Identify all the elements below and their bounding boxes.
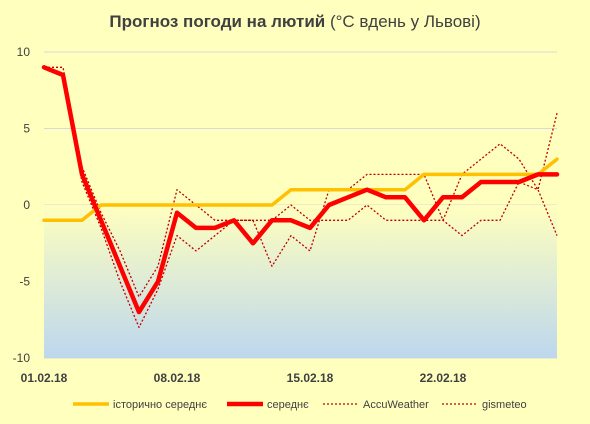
x-tick-label: 15.02.18 <box>287 371 334 385</box>
series-line-1 <box>41 65 560 315</box>
x-tick-label: 08.02.18 <box>154 371 201 385</box>
y-tick-label: -5 <box>19 275 30 289</box>
x-tick-label: 22.02.18 <box>420 371 467 385</box>
series-line-0 <box>42 157 559 223</box>
legend-item: AccuWeather <box>323 399 429 411</box>
axis-layer: -10 -5 0 5 10 01.02.18 08.02.18 15.02.18 22.02.1… <box>13 45 467 385</box>
legend-item: gismeteo <box>442 399 527 411</box>
band-layer <box>44 205 557 358</box>
chart-title-unit: (°С вдень у Львові) <box>325 12 481 31</box>
y-tick-label: -10 <box>13 351 31 365</box>
legend-label: gismeteo <box>482 399 527 411</box>
y-tick-label: 10 <box>17 45 31 59</box>
chart-title: Прогноз погоди на лютий (°С вдень у Льво… <box>0 12 590 32</box>
y-tick-label: 0 <box>23 198 30 212</box>
legend-label: AccuWeather <box>363 399 429 411</box>
negative-temperature-band <box>44 205 557 358</box>
legend-label: середнє <box>267 399 309 411</box>
legend-item: середнє <box>227 399 309 411</box>
chart-title-main: Прогноз погоди на лютий <box>109 12 326 31</box>
series-line-3 <box>44 66 558 298</box>
legend-layer: історично середнє середнє AccuWeather gisme… <box>73 399 527 411</box>
x-tick-label: 01.02.18 <box>21 371 68 385</box>
legend-label: історично середнє <box>113 399 207 411</box>
y-tick-label: 5 <box>23 122 30 136</box>
legend-item: історично середнє <box>73 399 207 411</box>
series-layer <box>41 65 560 329</box>
series-line-2 <box>43 66 558 329</box>
